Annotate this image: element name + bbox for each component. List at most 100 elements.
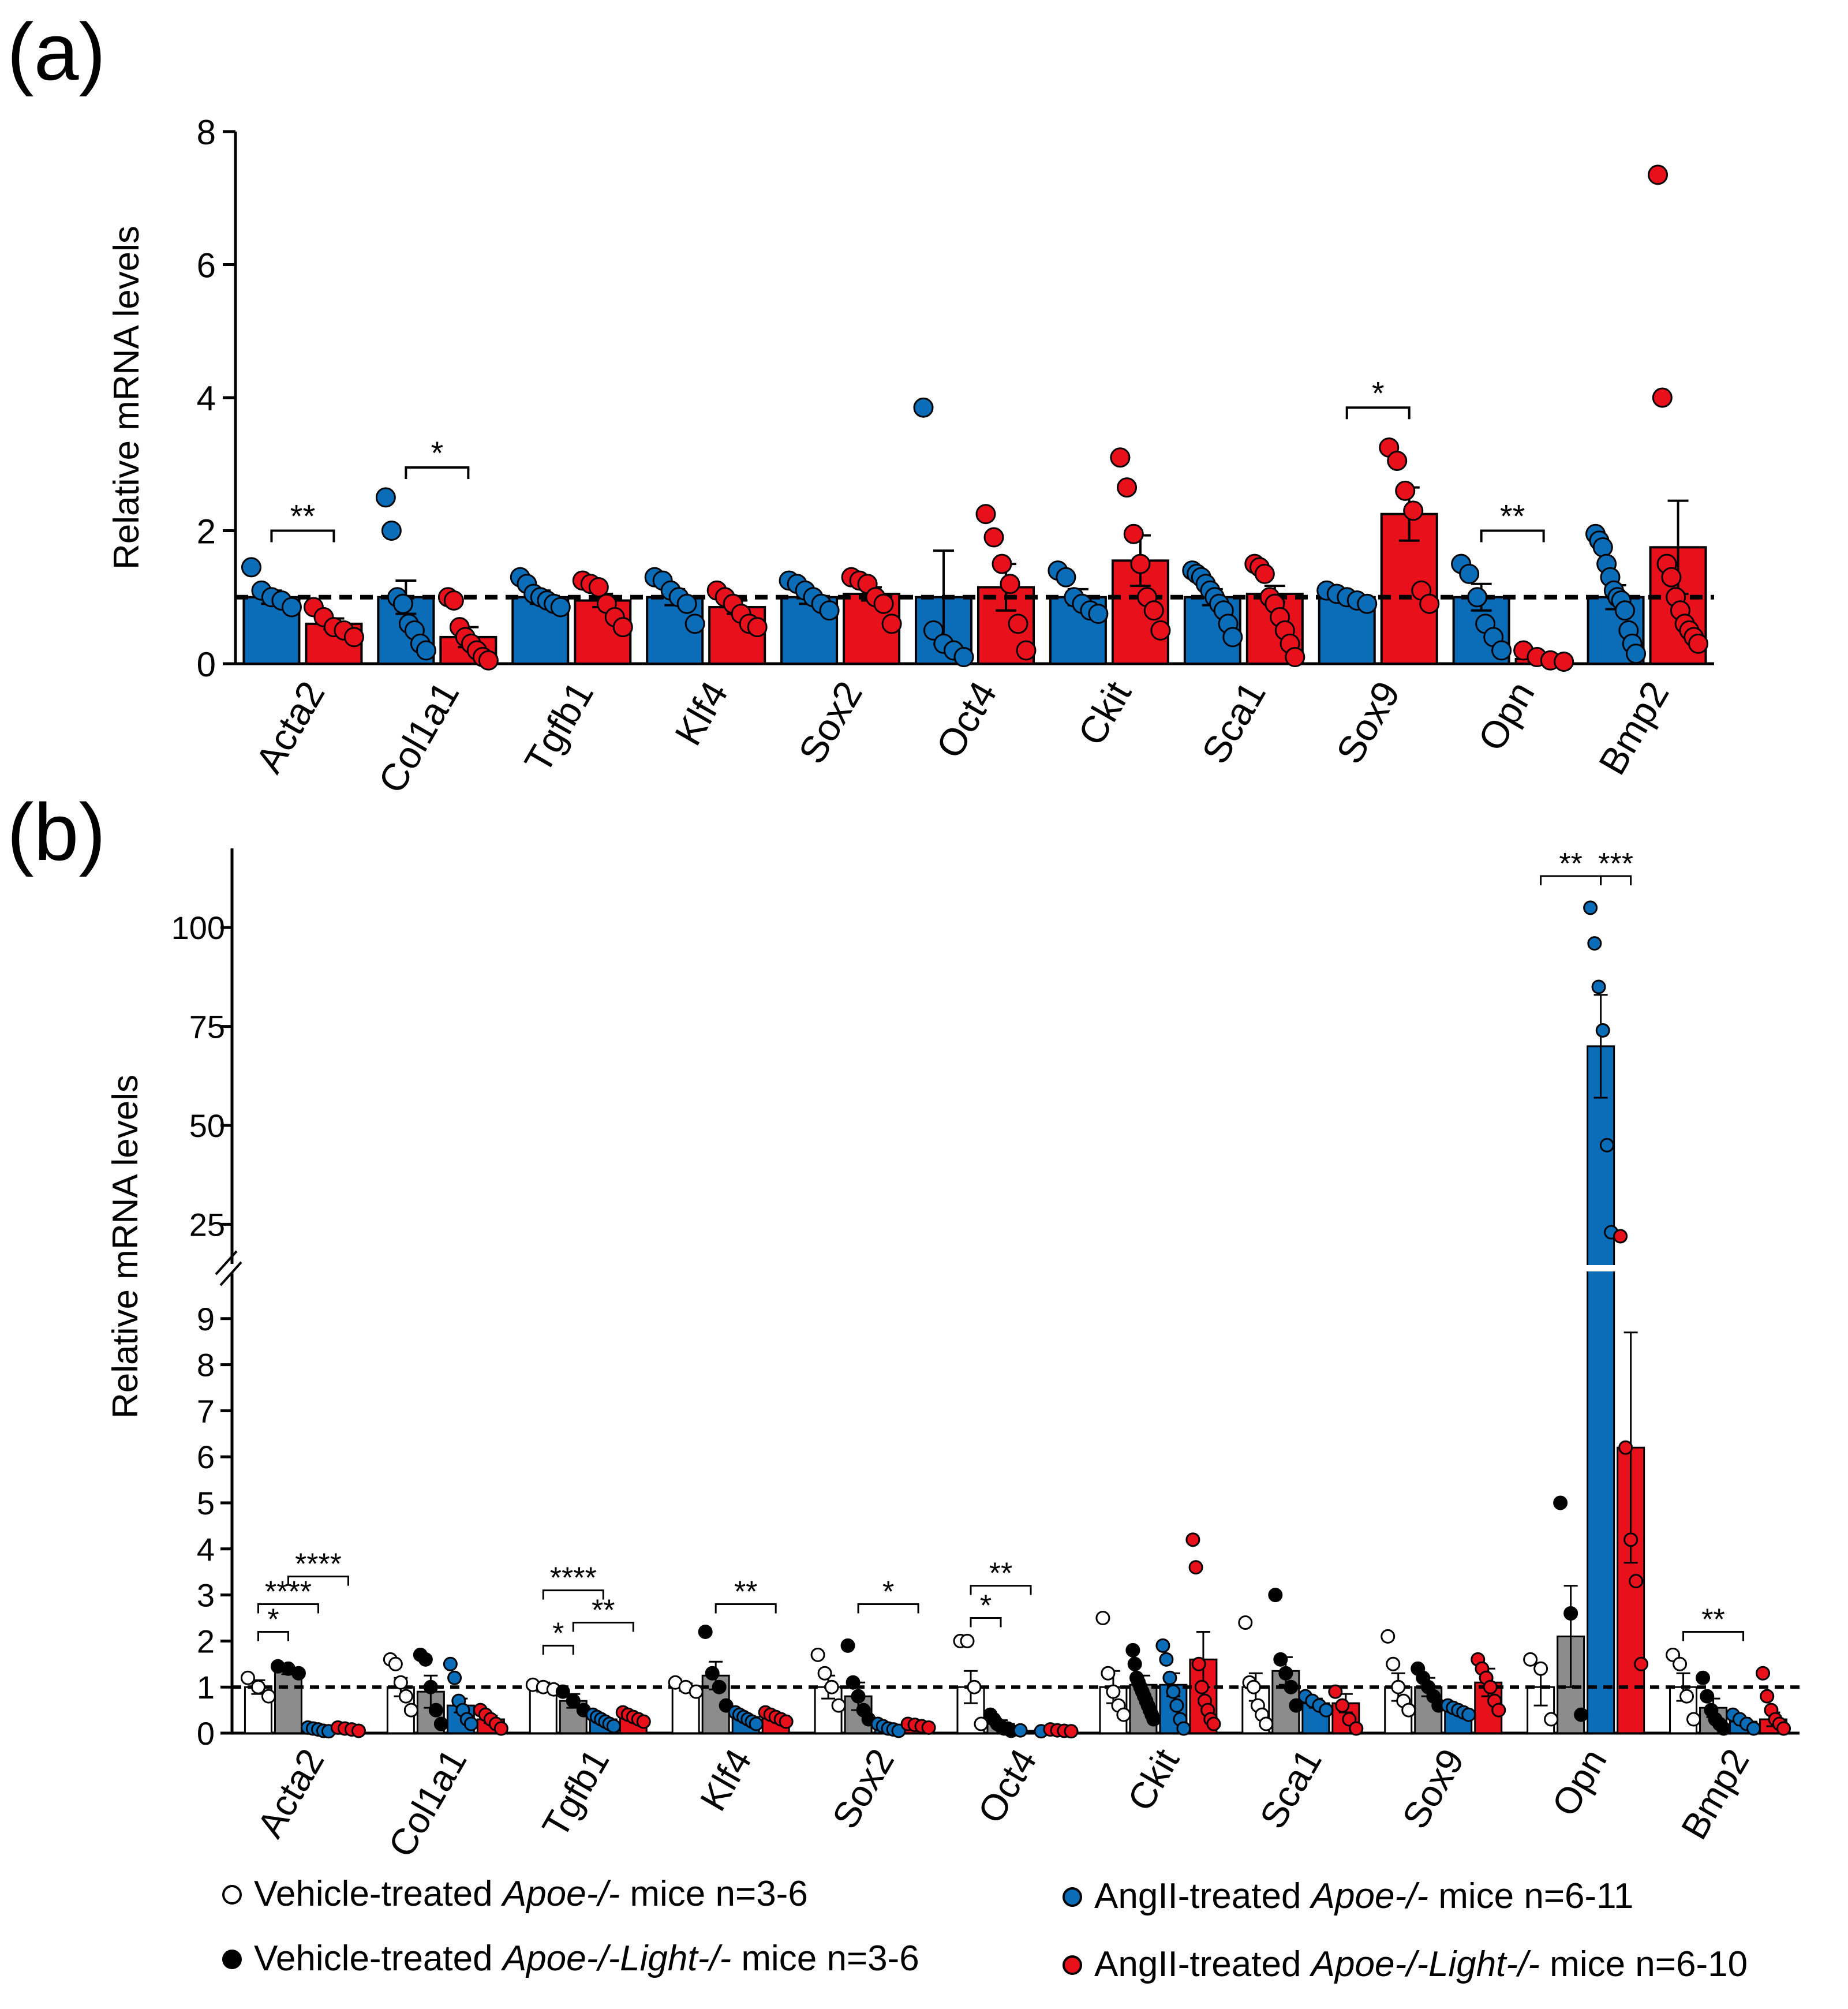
significance-label: * (1372, 375, 1385, 411)
data-point-ckit (1162, 1670, 1177, 1685)
significance-bracket (257, 1603, 319, 1614)
data-point-ckit (1130, 553, 1151, 574)
data-point-opn (1554, 652, 1574, 672)
y-tick-label: 6 (197, 246, 216, 285)
svg-text:Vehicle-treated Apoe-/-Light-/: Vehicle-treated Apoe-/-Light-/- mice n=3… (254, 1939, 919, 1978)
data-point-oct4 (975, 504, 996, 525)
data-point-klf4 (779, 1714, 794, 1729)
data-point-ckit (1166, 1684, 1181, 1699)
data-point-ckit (1159, 1652, 1174, 1667)
data-point-col1a1 (493, 1721, 508, 1736)
data-point-ckit (1191, 1656, 1206, 1671)
data-point-sox2 (921, 1720, 936, 1735)
y-tick-label: 6 (197, 1439, 215, 1475)
data-point-opn (1574, 1707, 1589, 1722)
data-point-sox9 (1395, 480, 1416, 501)
data-point-opn (1634, 1656, 1649, 1671)
data-point-ckit (1110, 447, 1131, 468)
x-tick-label-acta2: Acta2 (249, 1742, 332, 1845)
legend-text-3b: Apoe-/- (1309, 1876, 1428, 1916)
legend-text-2c: mice n=3-6 (731, 1939, 919, 1978)
data-point-bmp2 (1661, 567, 1682, 588)
data-point-col1a1 (428, 1703, 443, 1718)
x-tick-label-col1a1: Col1a1 (370, 674, 467, 800)
data-point-opn (1544, 1712, 1559, 1727)
significance-bracket (857, 1603, 919, 1614)
data-point-klf4 (689, 1684, 704, 1699)
data-point-oct4 (953, 646, 974, 667)
x-tick-label-ckit: Ckit (1069, 674, 1139, 752)
legend-marker-vehicle-apoe (222, 1885, 242, 1905)
data-point-col1a1 (403, 1703, 418, 1718)
legend: Vehicle-treated Apoe-/- mice n=3-6 Vehic… (222, 1874, 1748, 1984)
data-point-col1a1 (443, 590, 464, 611)
data-point-tgfb1 (566, 1693, 581, 1708)
data-point-oct4 (913, 397, 934, 418)
significance-label: ** (734, 1576, 757, 1609)
data-point-tgfb1 (606, 1719, 621, 1734)
data-point-bmp2 (1679, 1689, 1694, 1704)
y-tick-label: 9 (197, 1301, 215, 1337)
data-point-col1a1 (463, 1716, 478, 1731)
data-point-klf4 (712, 1679, 727, 1694)
svg-text:AngII-treated Apoe-/- mice n=6: AngII-treated Apoe-/- mice n=6-11 (1094, 1876, 1634, 1916)
data-point-col1a1 (416, 640, 436, 661)
y-tick-label: 1 (197, 1669, 215, 1705)
data-point-acta2 (261, 1689, 276, 1704)
data-point-ckit (1127, 1656, 1142, 1671)
data-point-sox2 (824, 1679, 839, 1694)
data-point-bmp2 (1776, 1721, 1791, 1736)
significance-bracket (1345, 406, 1411, 420)
svg-text:Vehicle-treated Apoe-/- mice n: Vehicle-treated Apoe-/- mice n=3-6 (254, 1874, 808, 1914)
data-point-bmp2 (1716, 1721, 1731, 1736)
data-point-acta2 (351, 1723, 366, 1738)
y-tick-label: 4 (197, 1531, 215, 1567)
data-point-ckit (1116, 1707, 1131, 1722)
panel-a-chart: 0 2 4 6 8 Relative mRNA levels Acta2 Col1a1 Tgfb… (107, 113, 1714, 800)
y-axis-label: Relative mRNA levels (107, 226, 147, 570)
data-point-bmp2 (1760, 1689, 1775, 1704)
legend-item-vehicle-apoe-light: Vehicle-treated Apoe-/-Light-/- mice n=3… (222, 1939, 919, 1978)
data-point-bmp2 (1746, 1721, 1761, 1736)
data-point-bmp2 (1673, 1656, 1688, 1671)
x-tick-label-ckit: Ckit (1120, 1742, 1188, 1818)
data-point-opn (1533, 1661, 1548, 1676)
data-point-klf4 (747, 617, 768, 638)
legend-text-1b: Apoe-/- (500, 1874, 620, 1914)
data-point-sca1 (1285, 646, 1305, 667)
data-point-ckit (1056, 567, 1076, 588)
data-point-col1a1 (375, 487, 396, 508)
data-point-ckit (1206, 1716, 1221, 1731)
bar-break-gap (1585, 1265, 1617, 1271)
data-point-sox9 (1461, 1707, 1476, 1722)
bar-acta2-s1 (274, 1670, 302, 1734)
data-point-oct4 (983, 527, 1004, 548)
y-tick-label: 3 (197, 1577, 215, 1614)
y-tick-label: 50 (189, 1108, 225, 1144)
data-point-sox2 (831, 1698, 846, 1713)
data-point-sca1 (1273, 1652, 1288, 1667)
data-point-sca1 (1268, 1588, 1283, 1603)
data-point-opn (1595, 1023, 1610, 1038)
data-point-col1a1 (447, 1670, 462, 1685)
data-point-opn (1587, 936, 1602, 951)
data-point-oct4 (992, 553, 1012, 574)
significance-label: ** (1559, 847, 1582, 881)
significance-bracket (572, 1621, 634, 1632)
significance-bracket (1682, 1630, 1745, 1641)
legend-text-3a: AngII-treated (1094, 1876, 1311, 1916)
data-point-klf4 (684, 613, 705, 634)
data-point-acta2 (241, 557, 261, 578)
y-tick-label: 8 (197, 1347, 215, 1383)
data-point-bmp2 (1700, 1689, 1715, 1704)
data-point-bmp2 (1648, 164, 1669, 185)
significance-label: **** (295, 1548, 342, 1581)
data-point-klf4 (749, 1716, 764, 1731)
data-point-sox9 (1419, 593, 1440, 614)
data-point-bmp2 (1614, 600, 1635, 621)
panel-a-label: (a) (7, 6, 106, 97)
significance-label: * (882, 1576, 894, 1609)
y-tick-label: 0 (197, 645, 216, 684)
data-point-klf4 (705, 1666, 720, 1681)
y-axis-label: Relative mRNA levels (106, 1075, 145, 1419)
